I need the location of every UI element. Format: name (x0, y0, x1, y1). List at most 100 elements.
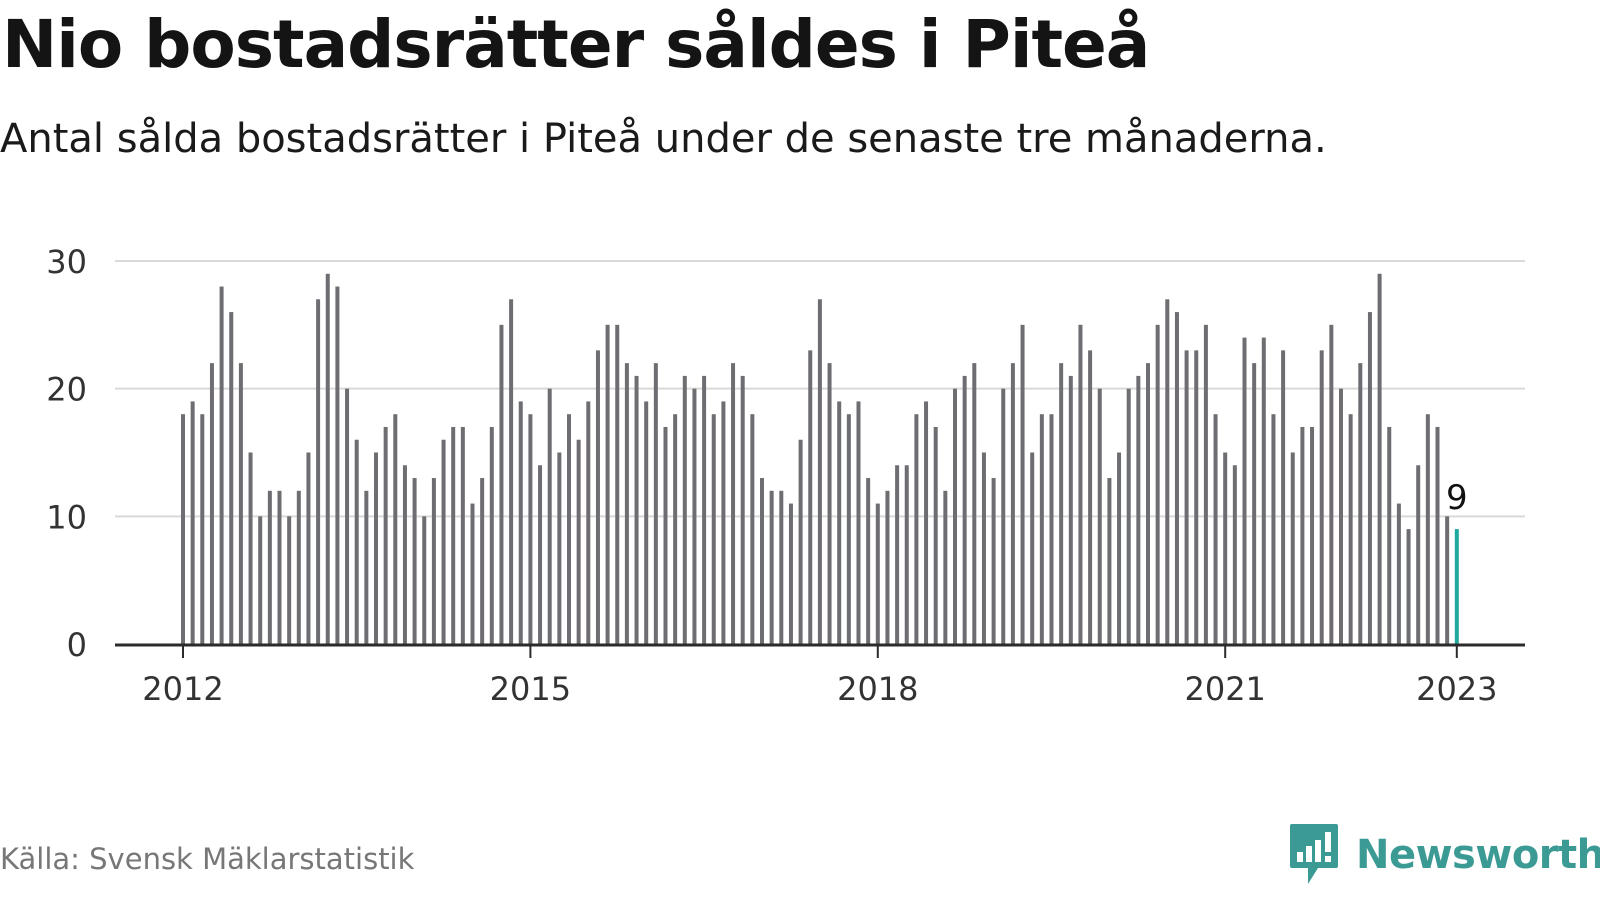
bar (1136, 375, 1141, 644)
bar-chart: 0 10 20 30 2012 2015 2018 2021 2023 9 (46, 243, 1525, 708)
bar (518, 401, 523, 644)
bar (1203, 324, 1208, 644)
highlight-value-label: 9 (1446, 478, 1468, 518)
bar (383, 426, 388, 644)
bar (441, 439, 446, 644)
bar (866, 478, 871, 644)
bar (692, 388, 697, 644)
bar (451, 426, 456, 644)
bar (740, 375, 745, 644)
bar (586, 401, 591, 644)
bar (1039, 414, 1044, 644)
bar (933, 426, 938, 644)
bar (480, 478, 485, 644)
bar (682, 375, 687, 644)
bar (595, 350, 600, 644)
bar (1059, 363, 1064, 644)
bar (1107, 478, 1112, 644)
bar (760, 478, 764, 644)
bar (914, 414, 919, 644)
bar (644, 401, 649, 644)
bar (248, 452, 253, 644)
x-tick-label-2012: 2012 (142, 670, 223, 708)
bar (1425, 414, 1430, 644)
bar (1387, 426, 1392, 644)
bar (181, 414, 185, 644)
bar (624, 363, 629, 644)
bar (393, 414, 398, 644)
bar (267, 490, 272, 644)
bar (1078, 324, 1083, 644)
x-tick-label-2021: 2021 (1184, 670, 1265, 708)
bar (663, 426, 668, 644)
bar (1310, 426, 1315, 644)
bar (673, 414, 678, 644)
bar (1300, 426, 1305, 644)
bar (1155, 324, 1160, 644)
bar (1020, 324, 1025, 644)
bar (538, 465, 543, 644)
bar (962, 375, 967, 644)
bar (1117, 452, 1122, 644)
bar (1174, 312, 1179, 644)
bar (721, 401, 726, 644)
brand-logo[interactable]: Newsworthy (1288, 822, 1600, 888)
bar (200, 414, 205, 644)
bar (325, 273, 330, 644)
bar (1445, 516, 1450, 644)
bar (1416, 465, 1421, 644)
bar (306, 452, 311, 644)
bar (422, 516, 427, 644)
bar (1146, 363, 1150, 644)
bar (354, 439, 359, 644)
bar (837, 401, 842, 644)
bar (711, 414, 716, 644)
bar (1242, 337, 1247, 644)
bar (769, 490, 774, 644)
bar (1184, 350, 1189, 644)
bar (634, 375, 639, 644)
y-tick-label-20: 20 (46, 371, 87, 409)
x-axis-labels: 2012 2015 2018 2021 2023 (142, 670, 1497, 708)
bar (779, 490, 784, 644)
bar (991, 478, 996, 644)
bar (904, 465, 909, 644)
bar (402, 465, 407, 644)
x-tick-label-2023: 2023 (1416, 670, 1497, 708)
bar (374, 452, 378, 644)
annotations: 9 (1446, 478, 1468, 518)
bar (509, 299, 514, 644)
x-tick-label-2015: 2015 (490, 670, 571, 708)
brand-name: Newsworthy (1356, 832, 1600, 878)
bar (528, 414, 533, 644)
bar (1165, 299, 1170, 644)
bar (750, 414, 755, 644)
bar (557, 452, 562, 644)
newsworthy-logo-icon (1290, 824, 1338, 884)
bar (412, 478, 417, 644)
chart-subtitle: Antal sålda bostadsrätter i Piteå under … (0, 116, 1327, 162)
bar (229, 312, 234, 644)
bar (1348, 414, 1353, 644)
bar (1261, 337, 1266, 644)
bar (731, 363, 736, 644)
bar (1126, 388, 1131, 644)
bar (1406, 529, 1411, 644)
bar (1001, 388, 1006, 644)
bar (981, 452, 986, 644)
bar (953, 388, 957, 644)
bar (875, 503, 880, 644)
bar (258, 516, 263, 644)
bar (1271, 414, 1276, 644)
bar (1010, 363, 1015, 644)
bar (209, 363, 214, 644)
bar (943, 490, 948, 644)
bar (316, 299, 321, 644)
y-axis-labels: 0 10 20 30 (46, 243, 87, 664)
bar (605, 324, 610, 644)
bar (972, 363, 977, 644)
bar (238, 363, 243, 644)
bar (470, 503, 475, 644)
bar (1232, 465, 1237, 644)
bar (846, 414, 851, 644)
